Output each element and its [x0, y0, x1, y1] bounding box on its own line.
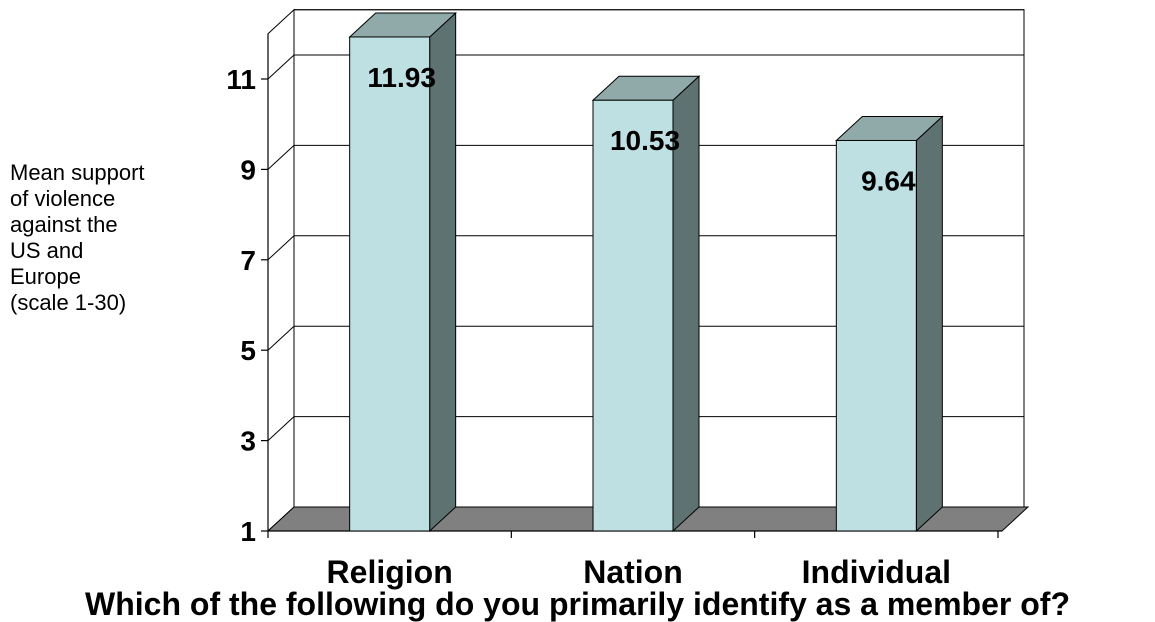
- bar-front-face: [592, 99, 674, 532]
- y-axis-label: Mean support of violence against the US …: [10, 160, 200, 316]
- y-axis-label-line: (scale 1-30): [10, 290, 127, 315]
- y-tick-label: 1: [240, 516, 256, 547]
- x-tick-label: Religion: [327, 554, 453, 590]
- gridline-side: [267, 54, 295, 80]
- y-axis-label-line: against the: [10, 212, 118, 237]
- x-tick-label: Nation: [583, 554, 683, 590]
- y-tick-label: 7: [240, 245, 256, 276]
- y-tick-label: 3: [240, 426, 256, 457]
- bar-nation: [591, 75, 701, 533]
- x-axis-title: Which of the following do you primarily …: [85, 586, 1070, 622]
- data-label: 11.93: [367, 62, 436, 93]
- gridline-side: [267, 145, 295, 170]
- y-tick-label: 11: [226, 64, 256, 95]
- bars: [348, 11, 944, 533]
- y-axis-label-line: Europe: [10, 264, 81, 289]
- side-wall: [267, 8, 295, 533]
- bar-front-face: [835, 139, 917, 532]
- y-axis-label-line: Mean support: [10, 160, 145, 185]
- bar-side-face: [915, 115, 943, 533]
- data-label: 10.53: [610, 125, 680, 156]
- gridline-side: [267, 416, 295, 441]
- y-axis-label-line: US and: [10, 238, 84, 263]
- y-tick-label: 5: [240, 335, 256, 366]
- x-tick-label: Individual: [802, 554, 951, 590]
- y-axis-label-line: of violence: [10, 186, 116, 211]
- y-tick-label: 9: [240, 154, 256, 185]
- bar-individual: [835, 115, 944, 533]
- bar-religion: [348, 11, 457, 533]
- bar-front-face: [349, 36, 431, 532]
- data-label: 9.64: [861, 165, 916, 196]
- gridline-side: [267, 235, 295, 261]
- gridline-side: [267, 325, 295, 351]
- labels: 1 3 5 7 9 11 11.93 Religion 10.53 Nation 9.64 Indiv…: [226, 62, 951, 590]
